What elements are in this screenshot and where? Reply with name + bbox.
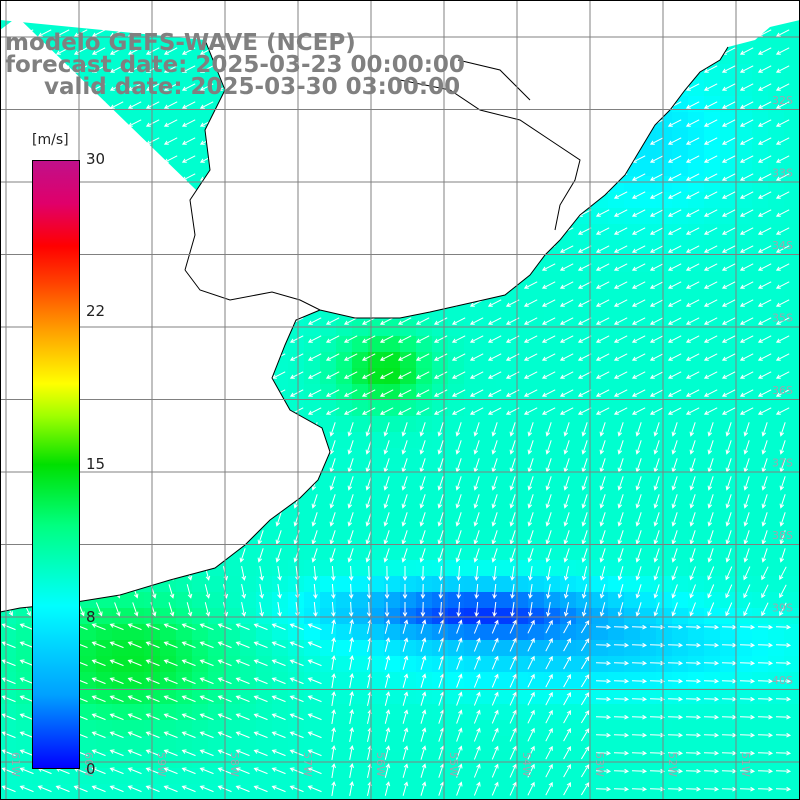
lon-label: 58W: [228, 752, 241, 777]
lon-label: 61W: [9, 752, 22, 777]
lon-label: 55W: [447, 752, 460, 777]
lat-label: 37S: [772, 457, 793, 470]
colorbar-tick-30: 30: [86, 150, 106, 168]
lat-label: 38S: [772, 529, 793, 542]
colorbar-unit: [m/s]: [32, 132, 69, 148]
lat-label: 34S: [772, 239, 793, 252]
lat-label: 35S: [772, 312, 793, 325]
lon-label: 54W: [520, 752, 533, 777]
colorbar-tick-15: 15: [86, 455, 106, 473]
lat-label: 40S: [772, 674, 793, 687]
grid-labels: 32S 33S 34S 35S 36S 37S 38S 39S 40S 61W 60W 59W 58W 5…: [9, 94, 793, 777]
coastline-argentina: [0, 309, 331, 613]
river-line: [457, 59, 531, 101]
colorbar: [32, 160, 80, 769]
lon-label: 52W: [666, 752, 679, 777]
colorbar-tick-22: 22: [86, 302, 106, 320]
lon-label: 57W: [301, 752, 314, 777]
lat-label: 32S: [772, 94, 793, 107]
colorbar-tick-0: 0: [86, 760, 96, 778]
valid-date: valid date: 2025-03-30 03:00:00: [44, 74, 461, 100]
lat-label: 39S: [772, 602, 793, 615]
lon-label: 60W: [82, 752, 95, 777]
land-argentina: [0, 0, 330, 612]
model-title: modelo GEFS-WAVE (NCEP): [5, 30, 356, 56]
lagoon-line: [399, 79, 581, 231]
coastline-uruguay: [184, 46, 729, 319]
lat-label: 36S: [772, 384, 793, 397]
lon-label: 53W: [593, 752, 606, 777]
colorbar-tick-8: 8: [86, 608, 96, 626]
lon-label: 59W: [155, 752, 168, 777]
forecast-date: forecast date: 2025-03-23 00:00:00: [5, 52, 465, 78]
lon-label: 56W: [374, 752, 387, 777]
lat-label: 33S: [772, 167, 793, 180]
lon-label: 51W: [739, 752, 752, 777]
